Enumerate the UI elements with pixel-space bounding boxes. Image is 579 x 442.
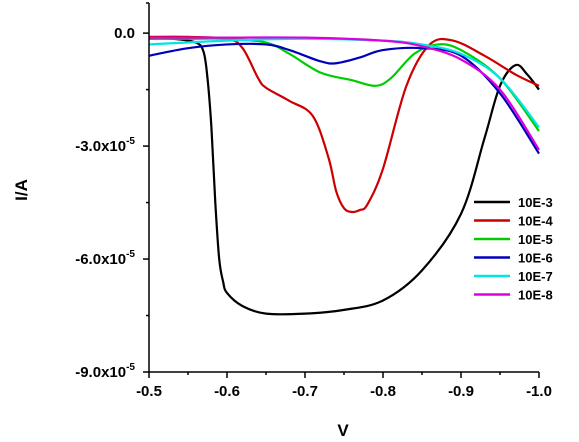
legend-label-10E-8: 10E-8 [518, 288, 553, 303]
series-line-10E-8 [148, 36, 540, 151]
legend-label-10E-4: 10E-4 [518, 214, 553, 229]
series-line-10E-6 [148, 42, 540, 155]
y-tick-label: 0.0 [114, 25, 135, 42]
legend-label-10E-5: 10E-5 [518, 232, 553, 247]
legend: 10E-3 10E-4 10E-5 10E-6 10E-7 10E-8 [474, 195, 553, 303]
y-axis-title: I/A [12, 179, 31, 201]
axes-layer: -0.5 -0.6 -0.7 -0.8 -0.9 -1.0 0.0 -3.0x10-5 -6.0… [75, 2, 552, 400]
series-line-10E-5 [149, 37, 540, 132]
y-tick-label: -3.0x10-5 [75, 136, 135, 155]
x-tick-label: -0.7 [292, 383, 318, 400]
legend-label-10E-7: 10E-7 [518, 269, 553, 284]
legend-label-10E-3: 10E-3 [518, 195, 553, 210]
series-line-10E-4 [148, 35, 540, 214]
legend-label-10E-6: 10E-6 [518, 251, 553, 266]
y-tick-label: -9.0x10-5 [75, 362, 135, 381]
y-tick-label: -6.0x10-5 [75, 249, 135, 268]
series-line-10E-3 [148, 37, 540, 316]
x-axis-title: V [337, 421, 349, 440]
x-tick-label: -0.9 [448, 383, 474, 400]
x-tick-label: -0.8 [370, 383, 396, 400]
x-tick-label: -0.5 [136, 383, 162, 400]
series-layer [148, 35, 540, 316]
x-tick-label: -0.6 [214, 383, 240, 400]
x-tick-label: -1.0 [526, 383, 552, 400]
